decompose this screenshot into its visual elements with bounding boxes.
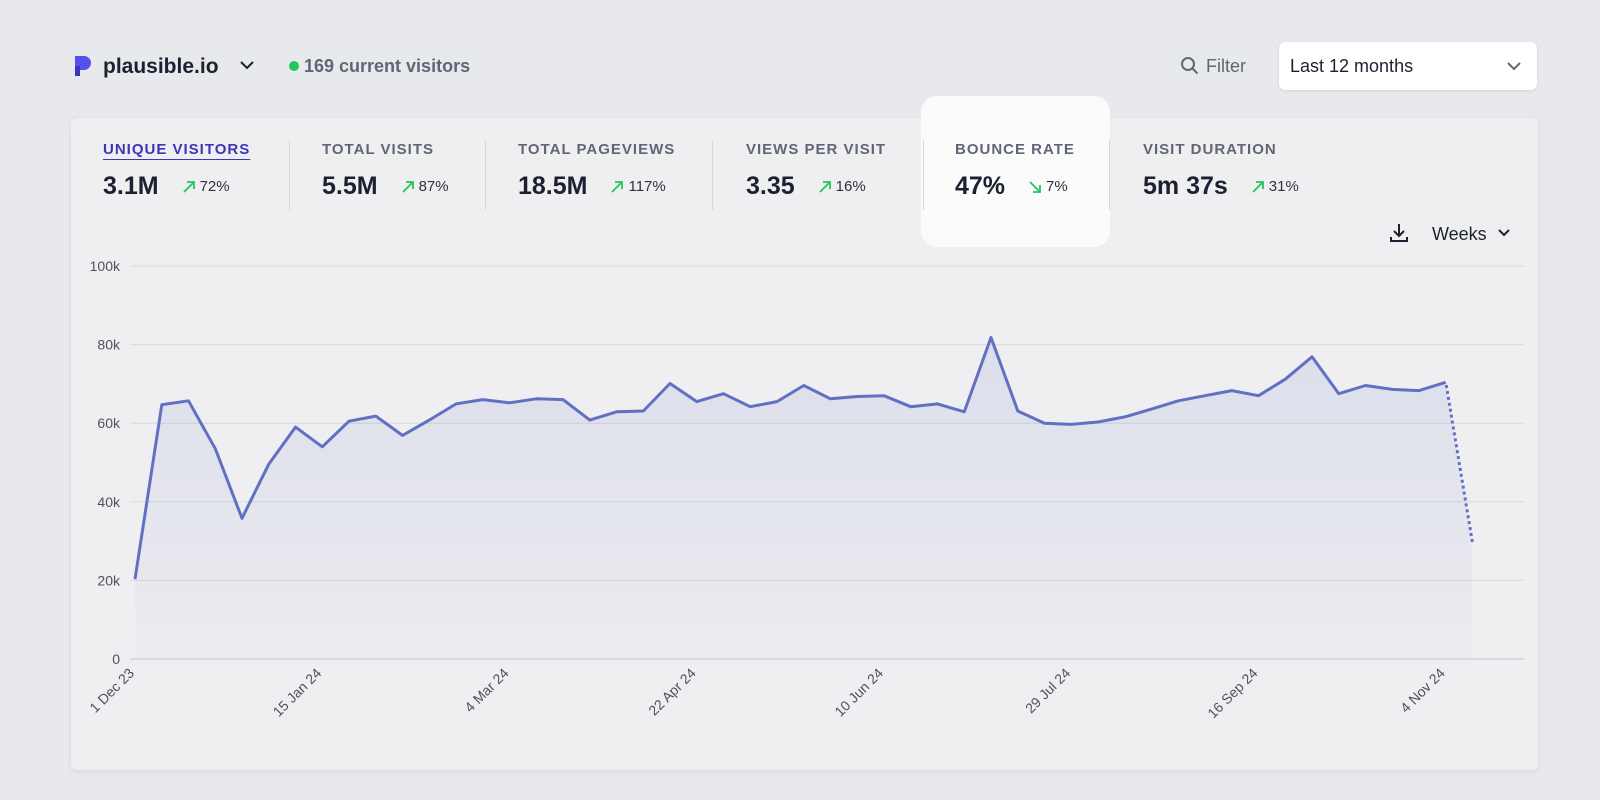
download-icon[interactable] [1388, 222, 1410, 244]
current-visitors[interactable]: 169 current visitors [304, 56, 471, 76]
metric-highlight [921, 96, 1110, 247]
y-tick-label: 40k [97, 494, 121, 510]
interval-select[interactable]: Weeks [1432, 224, 1487, 244]
metric-value: 47% [955, 172, 1006, 200]
x-tick-label: 1 Dec 23 [86, 665, 137, 716]
divider [485, 140, 486, 210]
logo [75, 56, 91, 76]
chevron[interactable] [1496, 227, 1512, 239]
y-tick-label: 60k [97, 415, 121, 431]
metric-change: 72% [199, 178, 230, 195]
y-tick-label: 80k [97, 337, 121, 353]
metric-value: 3.35 [746, 172, 795, 200]
period-label[interactable]: Last 12 months [1290, 56, 1414, 76]
metric-value: 3.1M [103, 172, 159, 200]
chevron[interactable] [239, 59, 255, 71]
metric-change: 117% [628, 178, 666, 195]
metric-change: 16% [835, 178, 866, 195]
filter-button[interactable]: Filter [1206, 56, 1246, 76]
metric-change: 87% [418, 178, 449, 195]
line [133, 336, 1474, 580]
x-tick-label: 4 Nov 24 [1397, 665, 1448, 716]
divider [1109, 140, 1110, 210]
x-tick-label: 29 Jul 24 [1022, 665, 1074, 717]
metric-label[interactable]: TOTAL PAGEVIEWS [518, 141, 676, 158]
y-tick-label: 100k [90, 258, 121, 274]
trend-arrow [611, 181, 624, 193]
metric-label[interactable]: TOTAL VISITS [322, 141, 435, 158]
divider [289, 140, 290, 210]
metric-value: 5m 37s [1143, 172, 1228, 200]
metric-value: 5.5M [322, 172, 378, 200]
trend-arrow [182, 181, 195, 193]
chevron[interactable] [1506, 60, 1522, 72]
metric-label[interactable]: VIEWS PER VISIT [746, 141, 887, 158]
y-tick-label: 0 [112, 651, 120, 667]
y-tick-label: 20k [97, 572, 121, 588]
trend-arrow [819, 181, 831, 193]
metric-label[interactable]: UNIQUE VISITORS [103, 141, 251, 158]
x-tick-label: 10 Jun 24 [831, 665, 886, 720]
search-icon[interactable] [1180, 56, 1200, 76]
metric-change: 31% [1268, 178, 1299, 195]
x-tick-label: 15 Jan 24 [270, 665, 325, 720]
trend-arrow [1252, 181, 1264, 193]
divider [923, 140, 924, 210]
site-name[interactable]: plausible.io [103, 55, 219, 78]
period-select[interactable] [1279, 42, 1537, 90]
trend-arrow [1029, 181, 1041, 193]
metric-change: 7% [1046, 178, 1068, 195]
x-tick-label: 4 Mar 24 [461, 665, 512, 716]
metric-label[interactable]: BOUNCE RATE [955, 141, 1075, 158]
x-tick-label: 22 Apr 24 [645, 665, 699, 719]
metric-value: 18.5M [518, 172, 588, 200]
divider [712, 140, 713, 210]
area [135, 337, 1473, 659]
live-dot [289, 61, 299, 71]
x-tick-label: 16 Sep 24 [1204, 665, 1261, 722]
metric-label[interactable]: VISIT DURATION [1143, 141, 1277, 158]
trend-arrow [401, 181, 414, 193]
